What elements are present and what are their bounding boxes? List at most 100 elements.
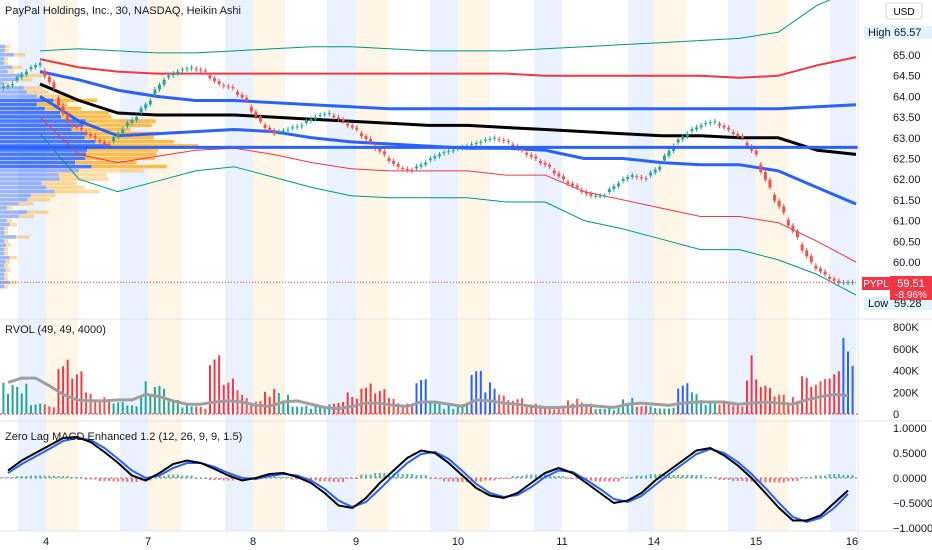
volume-profile-bar bbox=[0, 81, 5, 86]
volume-profile-bar bbox=[0, 284, 5, 289]
macd-histogram-bar bbox=[29, 475, 32, 478]
macd-histogram-bar bbox=[94, 478, 97, 480]
rvol-bar bbox=[599, 409, 602, 414]
rvol-bar bbox=[681, 385, 684, 414]
candle-body bbox=[589, 193, 593, 196]
band-line bbox=[39, 133, 857, 296]
rvol-axis[interactable]: 800K 600K 400K 200K 0 bbox=[893, 322, 919, 421]
volume-profile-bar bbox=[0, 123, 84, 127]
candle-body bbox=[1, 86, 5, 89]
rvol-bar bbox=[470, 374, 473, 414]
rvol-bar bbox=[181, 407, 184, 414]
time-axis[interactable]: 4 7 8 9 10 11 14 15 16 bbox=[43, 536, 858, 548]
volume-profile-bar bbox=[91, 164, 167, 169]
macd-histogram-bar bbox=[645, 475, 648, 478]
time-axis-label: 8 bbox=[250, 536, 256, 548]
rvol-bar bbox=[498, 394, 501, 414]
macd-histogram-bar bbox=[521, 476, 524, 478]
macd-histogram-bar bbox=[7, 477, 9, 478]
volume-profile-bar bbox=[0, 173, 59, 177]
macd-histogram-bar bbox=[622, 477, 625, 478]
macd-histogram-bar bbox=[452, 478, 455, 482]
last-price-badge[interactable]: PYPL 59.51 -8.96% bbox=[862, 276, 932, 301]
rvol-bar bbox=[107, 400, 110, 414]
macd-histogram-bar bbox=[309, 478, 312, 481]
macd-histogram-bar bbox=[612, 478, 615, 482]
candle-body bbox=[116, 133, 120, 138]
candle-body bbox=[658, 166, 662, 170]
candle-body bbox=[382, 151, 386, 155]
rvol-bar bbox=[383, 389, 386, 414]
volume-profile-bar bbox=[4, 226, 8, 231]
session-stripe bbox=[148, 0, 182, 531]
candle-body bbox=[79, 127, 83, 130]
high-label: High bbox=[868, 27, 891, 39]
macd-histogram-bar bbox=[287, 477, 289, 478]
macd-histogram-bar bbox=[144, 478, 147, 481]
macd-histogram-bar bbox=[562, 476, 565, 478]
macd-histogram-bar bbox=[397, 473, 400, 478]
candle-body bbox=[442, 152, 446, 154]
volume-profile-bar bbox=[0, 86, 24, 90]
volume-profile-bar bbox=[85, 156, 155, 161]
macd-histogram-bar bbox=[553, 476, 556, 478]
rvol-bar bbox=[190, 406, 193, 414]
volume-profile-bar bbox=[0, 206, 8, 210]
volume-profile-bar bbox=[0, 218, 7, 223]
volume-profile-bar bbox=[0, 131, 88, 136]
macd-histogram-bar bbox=[796, 478, 799, 481]
candle-body bbox=[649, 172, 653, 176]
candle-body bbox=[566, 181, 570, 184]
rvol-bar bbox=[580, 402, 583, 414]
volume-profile-bar bbox=[54, 189, 100, 194]
macd-histogram-bar bbox=[681, 475, 684, 478]
price-panel[interactable] bbox=[0, 0, 858, 296]
volume-profile-bar bbox=[0, 243, 6, 248]
macd-histogram-bar bbox=[121, 478, 124, 482]
volume-profile-bar bbox=[59, 177, 109, 181]
candle-body bbox=[616, 183, 620, 187]
candle-body bbox=[332, 115, 336, 118]
macd-histogram-bar bbox=[833, 474, 836, 478]
rvol-bar bbox=[796, 400, 799, 414]
candle-body bbox=[139, 108, 143, 113]
candle-body bbox=[474, 142, 478, 144]
macd-histogram-bar bbox=[851, 475, 854, 478]
rvol-bar bbox=[548, 408, 551, 414]
currency-button[interactable]: USD bbox=[885, 2, 923, 20]
volume-profile-bar bbox=[4, 264, 8, 268]
candle-body bbox=[433, 156, 437, 159]
macd-axis[interactable]: 1.0000 0.5000 0.0000 −0.5000 −1.0000 bbox=[893, 423, 932, 535]
macd-signal-line bbox=[7, 436, 849, 524]
candle-body bbox=[704, 123, 708, 125]
macd-histogram-bar bbox=[213, 478, 216, 480]
session-stripe bbox=[225, 0, 253, 531]
candle-body bbox=[98, 140, 102, 143]
volume-profile-bar bbox=[9, 255, 18, 260]
volume-profile-bar bbox=[0, 44, 6, 49]
price-axis[interactable]: 65.00 64.50 64.00 63.50 63.00 62.50 62.00 61.50… bbox=[893, 50, 921, 269]
rvol-bar bbox=[176, 399, 179, 414]
volume-profile-bar bbox=[0, 110, 61, 115]
volume-profile-bar bbox=[83, 123, 152, 127]
session-background bbox=[18, 0, 856, 531]
macd-histogram-bar bbox=[80, 477, 83, 478]
rvol-bar bbox=[296, 406, 299, 414]
rvol-bar bbox=[222, 384, 225, 414]
macd-panel[interactable] bbox=[0, 435, 858, 524]
volume-profile-bar bbox=[0, 197, 28, 202]
rvol-bar bbox=[89, 393, 92, 414]
rvol-bar bbox=[208, 365, 211, 414]
rvol-bar bbox=[626, 403, 629, 414]
rvol-bar bbox=[640, 406, 643, 414]
rvol-bar bbox=[667, 408, 670, 414]
macd-histogram-bar bbox=[227, 478, 230, 481]
time-axis-label: 16 bbox=[846, 536, 858, 548]
price-axis-tick: 65.00 bbox=[893, 50, 921, 62]
rvol-bar bbox=[631, 397, 634, 414]
volume-profile-bar bbox=[9, 280, 17, 285]
candle-body bbox=[419, 164, 423, 167]
rvol-panel[interactable] bbox=[0, 338, 858, 415]
macd-histogram-bar bbox=[25, 476, 28, 478]
